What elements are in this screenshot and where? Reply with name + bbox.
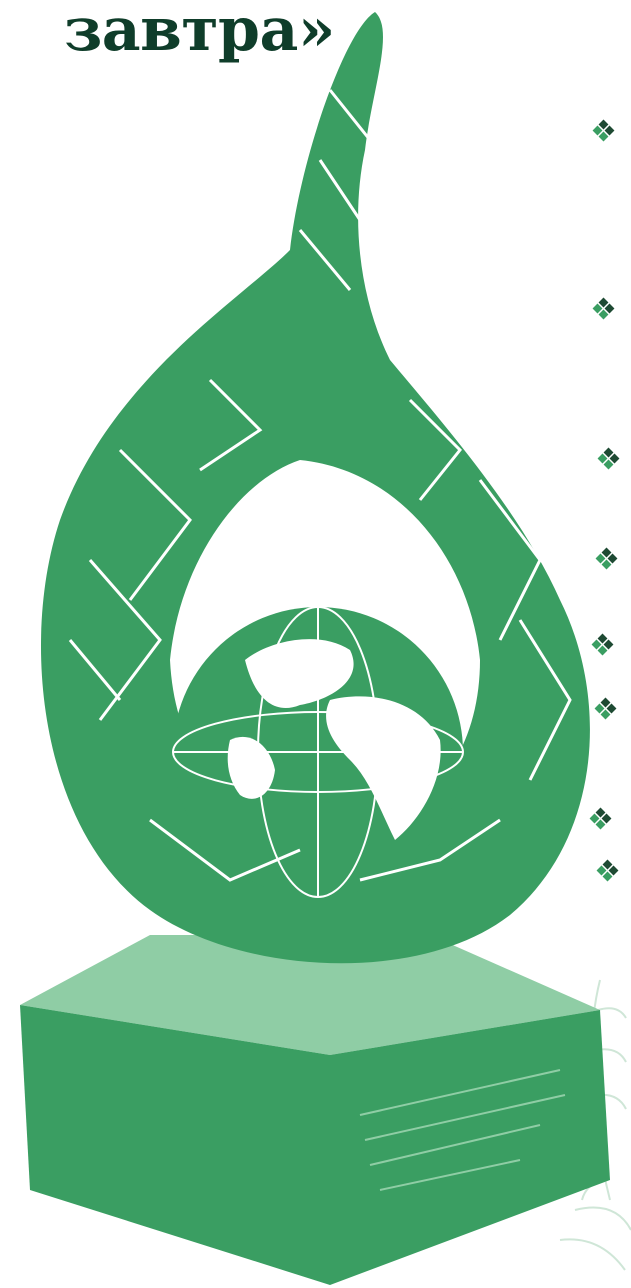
four-diamond-bullet-icon bbox=[591, 633, 614, 656]
four-diamond-bullet-icon bbox=[595, 547, 618, 570]
crystal-drop-trophy-with-globe-icon bbox=[20, 12, 610, 1285]
page-heading: завтра» bbox=[64, 0, 335, 65]
four-diamond-bullet-icon bbox=[589, 807, 612, 830]
four-diamond-bullet-icon bbox=[596, 859, 619, 882]
four-diamond-bullet-icon bbox=[594, 697, 617, 720]
four-diamond-bullet-icon bbox=[592, 119, 615, 142]
four-diamond-bullet-icon bbox=[597, 447, 620, 470]
four-diamond-bullet-icon bbox=[592, 297, 615, 320]
